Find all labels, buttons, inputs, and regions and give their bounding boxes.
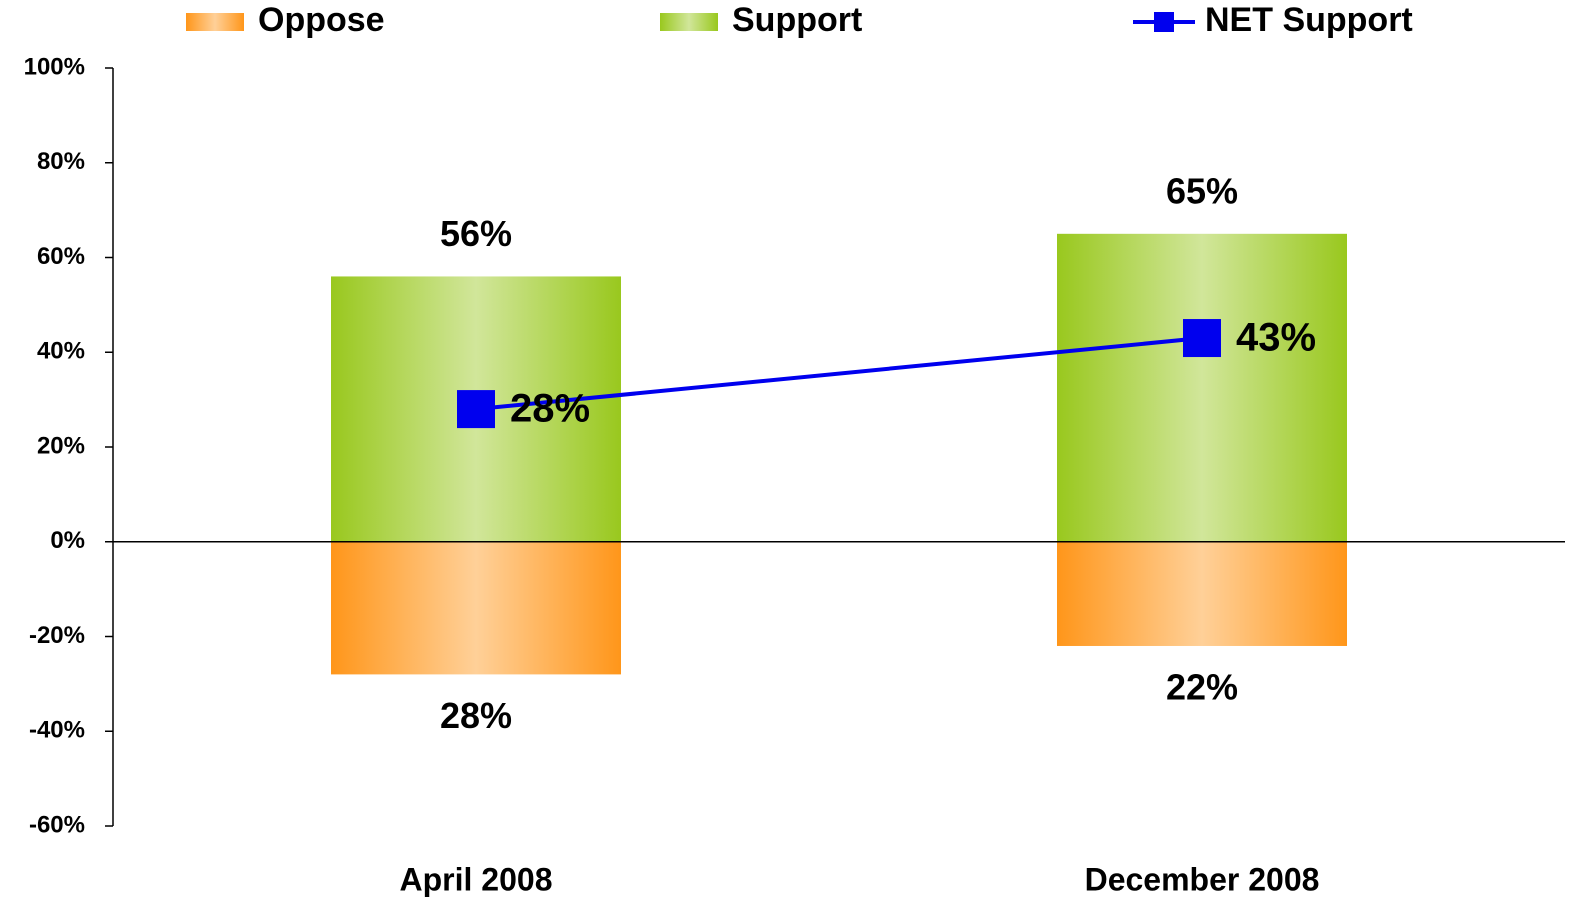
legend-marker <box>1154 12 1174 32</box>
line <box>475 336 1203 412</box>
y-tick-label: 40% <box>37 338 85 365</box>
bar <box>1057 233 1347 542</box>
y-tick-label: 100% <box>24 53 85 80</box>
legend-label: NET Support <box>1205 1 1413 39</box>
data-label: 56% <box>440 213 512 254</box>
bar <box>1057 541 1347 646</box>
y-tick-label: 0% <box>50 527 85 554</box>
legend-swatch <box>660 13 718 31</box>
data-label: 28% <box>440 695 512 736</box>
legend-label: Support <box>732 1 862 39</box>
x-tick-label: December 2008 <box>1085 861 1320 897</box>
y-tick-label: 60% <box>37 243 85 270</box>
line-marker <box>1183 319 1221 358</box>
y-tick-label: -40% <box>29 717 85 744</box>
y-tick-label: 80% <box>37 148 85 175</box>
x-tick-label: April 2008 <box>400 861 553 897</box>
data-label: 22% <box>1166 666 1238 707</box>
data-label: 28% <box>510 387 590 431</box>
data-label: 43% <box>1236 316 1316 360</box>
line-marker <box>457 390 495 429</box>
y-tick-label: -20% <box>29 622 85 649</box>
legend-label: Oppose <box>258 1 385 39</box>
bar <box>331 541 621 675</box>
legend-swatch <box>186 13 244 31</box>
y-tick-label: -60% <box>29 811 85 838</box>
data-label: 65% <box>1166 170 1238 211</box>
y-tick-label: 20% <box>37 432 85 459</box>
